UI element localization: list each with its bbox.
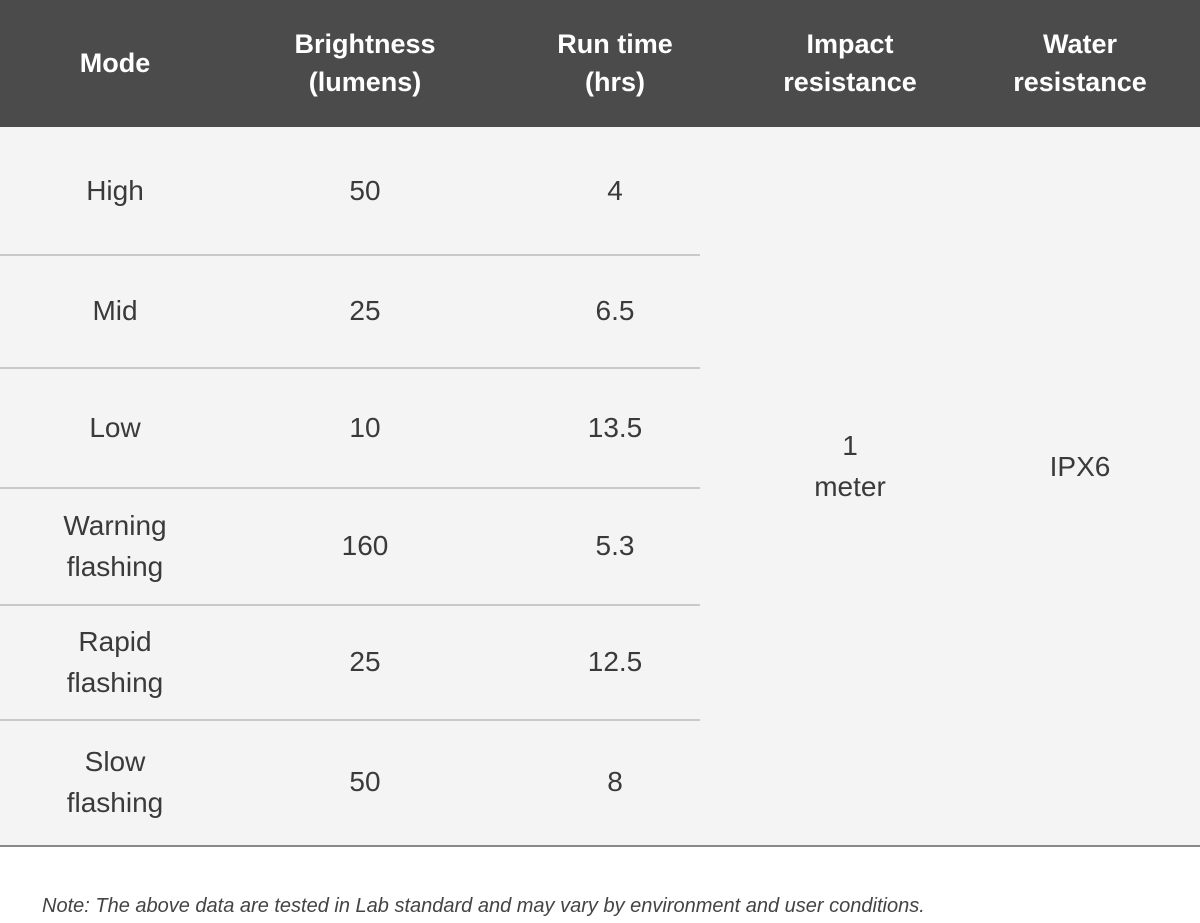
cell-text: High	[86, 174, 144, 206]
header-cell: Mode	[0, 0, 230, 127]
cell-text: Mode	[79, 47, 151, 78]
run-time-cell: 13.5	[490, 368, 740, 488]
mode-cell: Rapid flashing	[0, 605, 230, 720]
cell-text: 13.5	[587, 411, 643, 443]
header-cell: Run time (hrs)	[490, 0, 740, 127]
cell-text: 160	[341, 530, 389, 562]
cell-text: 12.5	[587, 646, 643, 678]
cell-text: flashing	[66, 550, 164, 582]
table-header	[0, 0, 1200, 127]
cell-text: 5.3	[595, 530, 635, 562]
cell-text: Brightness	[294, 28, 436, 59]
run-time-cell: 5.3	[490, 488, 740, 605]
header-cell: Impact resistance	[740, 0, 960, 127]
brightness-cell: 25	[230, 605, 500, 720]
impact-cell: 1 meter	[740, 127, 960, 807]
cell-text: (hrs)	[585, 66, 645, 97]
run-time-cell: 6.5	[490, 255, 740, 368]
note: Note: The above data are tested in Lab s…	[42, 895, 925, 917]
mode-cell: Warning flashing	[0, 488, 230, 605]
cell-text: 1	[842, 430, 858, 462]
cell-text: 25	[349, 646, 381, 678]
cell-text: 10	[349, 411, 381, 443]
table-bottom-rule	[0, 845, 1200, 847]
cell-text: Warning	[63, 509, 167, 541]
brightness-cell: 160	[230, 488, 500, 605]
cell-text: 8	[607, 766, 623, 798]
mode-cell: Low	[0, 368, 230, 488]
mode-cell: Slow flashing	[0, 720, 230, 845]
cell-text: flashing	[66, 786, 164, 818]
water-cell: IPX6	[960, 127, 1200, 807]
brightness-cell: 50	[230, 127, 500, 255]
brightness-cell: 50	[230, 720, 500, 845]
cell-text: Slow	[84, 745, 146, 777]
mode-cell: Mid	[0, 255, 230, 368]
row-divider	[0, 254, 700, 256]
cell-text: 25	[349, 295, 381, 327]
brightness-cell: 10	[230, 368, 500, 488]
cell-text: 6.5	[595, 295, 635, 327]
run-time-cell: 8	[490, 720, 740, 845]
cell-text: Water	[1042, 28, 1117, 59]
row-divider	[0, 604, 700, 606]
cell-text: resistance	[783, 66, 917, 97]
run-time-cell: 12.5	[490, 605, 740, 720]
mode-cell: High	[0, 127, 230, 255]
cell-text: Run time	[557, 28, 673, 59]
cell-text: resistance	[1013, 66, 1147, 97]
cell-text: meter	[814, 471, 886, 502]
run-time-cell: 4	[490, 127, 740, 255]
brightness-cell: 25	[230, 255, 500, 368]
header-cell: Water resistance	[960, 0, 1200, 127]
cell-text: Mid	[92, 295, 138, 327]
cell-text: 4	[607, 174, 623, 206]
cell-text: IPX6	[1049, 450, 1111, 482]
cell-text: Impact	[806, 28, 894, 59]
cell-text: Low	[89, 411, 141, 443]
cell-text: 50	[349, 766, 381, 798]
row-divider	[0, 367, 700, 369]
header-cell: Brightness (lumens)	[230, 0, 500, 127]
cell-text: Rapid	[78, 625, 152, 657]
table-body	[0, 127, 1200, 846]
cell-text: 50	[349, 174, 381, 206]
row-divider	[0, 719, 700, 721]
row-divider	[0, 487, 700, 489]
cell-text: (lumens)	[308, 66, 422, 97]
cell-text: flashing	[66, 666, 164, 698]
